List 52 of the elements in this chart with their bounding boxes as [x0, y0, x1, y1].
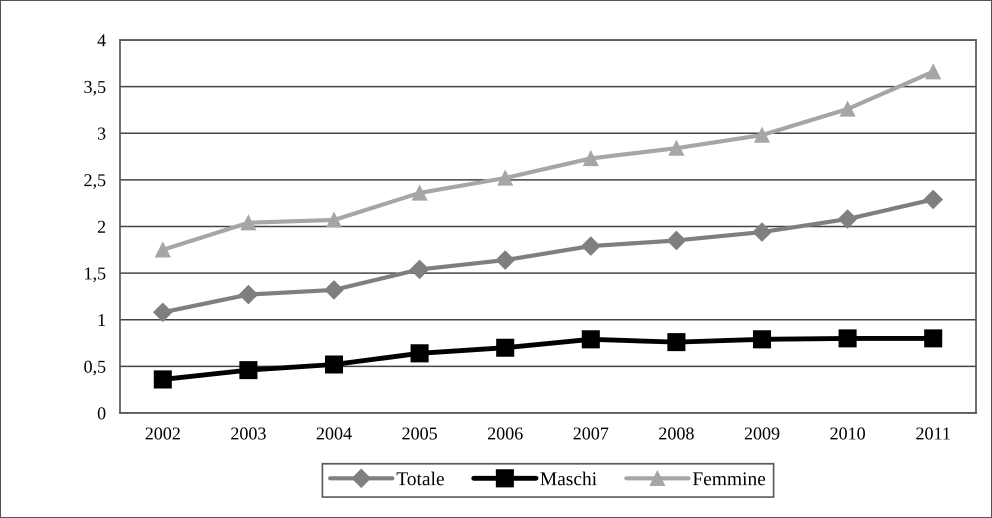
y-tick-label: 2	[98, 220, 106, 233]
point	[496, 338, 514, 357]
point	[410, 344, 429, 362]
y-tick-label: 1	[98, 314, 106, 326]
point	[754, 127, 770, 143]
point	[924, 190, 943, 209]
y-tick-label: 0	[98, 407, 106, 420]
point	[666, 230, 686, 250]
point	[840, 101, 856, 117]
y-tick-label: 0,5	[84, 360, 106, 376]
point	[752, 222, 772, 242]
point	[926, 64, 941, 80]
point	[324, 355, 344, 374]
point	[154, 370, 172, 388]
point	[583, 150, 598, 166]
point	[668, 140, 684, 156]
point	[412, 185, 428, 201]
point	[238, 285, 258, 304]
point	[496, 250, 515, 270]
y-tick-label: 3,5	[84, 80, 106, 96]
point	[582, 330, 600, 348]
x-tick-label: 2005	[402, 427, 437, 440]
point	[240, 215, 256, 230]
point	[410, 260, 430, 279]
x-tick-label: 2003	[231, 427, 266, 440]
x-tick-label: 2004	[316, 427, 352, 440]
x-tick-label: 2009	[744, 427, 780, 440]
y-tick-label: 3	[98, 128, 106, 140]
point	[924, 329, 942, 348]
point	[838, 329, 857, 348]
x-tick-label: 2008	[659, 427, 694, 440]
point	[838, 210, 858, 229]
legend-label: Maschi	[540, 472, 597, 486]
y-tick-label: 1,5	[85, 267, 106, 282]
point	[752, 330, 772, 348]
x-tick-label: 2007	[574, 427, 608, 440]
point	[324, 280, 344, 300]
y-tick-label: 2,5	[84, 174, 106, 189]
legend-label: Femmine	[692, 472, 766, 486]
point	[667, 333, 686, 352]
point	[498, 170, 513, 186]
point	[239, 361, 258, 380]
point	[155, 242, 170, 258]
x-tick-label: 2010	[830, 427, 865, 440]
x-tick-label: 2011	[916, 427, 950, 440]
x-tick-label: 2006	[488, 427, 523, 440]
x-tick-label: 2002	[146, 427, 180, 440]
point	[581, 236, 600, 256]
point	[326, 212, 342, 228]
legend-label: Totale	[396, 472, 444, 486]
point	[153, 302, 172, 322]
y-tick-label: 4	[97, 34, 106, 46]
